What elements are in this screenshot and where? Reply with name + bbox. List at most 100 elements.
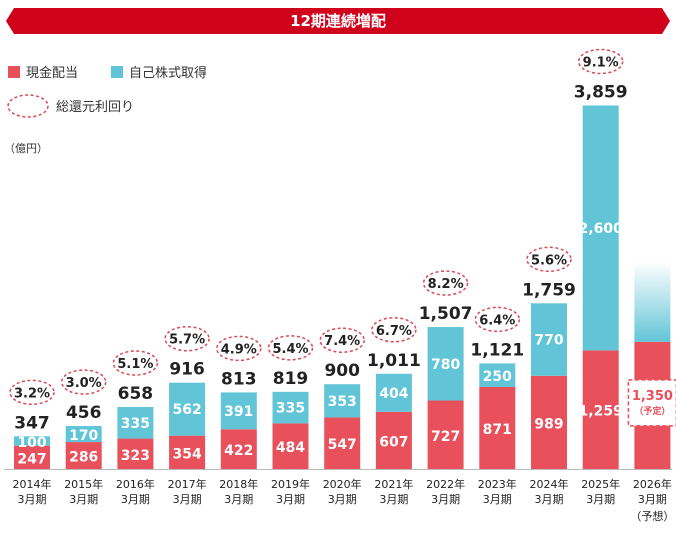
banner: 12期連続増配 — [6, 8, 670, 34]
label-total: 900 — [324, 361, 360, 381]
yield-ring — [577, 48, 624, 75]
yield-ring — [267, 335, 314, 361]
bar-buyback — [375, 373, 412, 412]
bar-buyback — [65, 426, 102, 443]
tick-label-period: 3月期 — [69, 493, 98, 506]
label-total: 1,759 — [522, 280, 576, 300]
bar-cash — [65, 442, 102, 469]
tick-label-year: 2014年 — [13, 477, 52, 491]
legend: 現金配当 自己株式取得 総還元利回り — [7, 65, 207, 118]
label-yield: 5.7% — [169, 333, 205, 348]
bar-cash — [220, 429, 257, 469]
bar-cash — [479, 386, 516, 469]
label-yield: 5.1% — [117, 357, 153, 372]
label-buyback: 404 — [379, 386, 408, 402]
bar-cash — [117, 438, 154, 469]
tick-label-period: 3月期 — [276, 493, 305, 506]
label-buyback: 335 — [121, 416, 150, 432]
tick-label-period: 3月期 — [224, 493, 253, 506]
tick-label-period: 3月期 — [328, 493, 357, 506]
bar-buyback — [220, 392, 257, 430]
tick-label-period: 3月期 — [121, 493, 150, 506]
label-cash: 286 — [69, 450, 98, 466]
label-cash: 354 — [172, 446, 201, 462]
label-buyback: 100 — [17, 435, 46, 451]
forecast-box — [627, 379, 676, 427]
label-cash: 989 — [534, 416, 563, 432]
bar-cash — [375, 411, 412, 469]
label-total: 1,121 — [470, 340, 524, 360]
label-buyback: 562 — [172, 402, 201, 418]
label-total: 1,011 — [367, 351, 421, 371]
tick-label-year: 2025年 — [581, 477, 620, 491]
bar-buyback — [272, 391, 309, 424]
label-total: 658 — [118, 384, 154, 404]
bar-buyback — [14, 436, 50, 446]
tick-label-period: 3月期 — [379, 493, 408, 506]
bar-buyback — [582, 105, 619, 351]
banner-title: 12期連続増配 — [290, 12, 386, 30]
label-yield: 8.2% — [428, 277, 464, 292]
label-buyback: 353 — [328, 394, 357, 410]
yield-ring — [164, 325, 210, 352]
yield-ring — [526, 246, 572, 273]
bar-forecast-gradient — [634, 261, 671, 342]
label-yield: 3.0% — [66, 376, 102, 391]
bar-cash — [324, 417, 361, 469]
label-cash: 484 — [276, 440, 305, 456]
label-cash: 323 — [121, 448, 150, 464]
label-buyback: 770 — [534, 333, 563, 349]
label-buyback: 170 — [69, 428, 98, 444]
label-yield: 5.4% — [272, 342, 308, 357]
bar-cash — [427, 400, 464, 469]
label-cash: 607 — [379, 434, 408, 450]
label-cash: 422 — [224, 443, 253, 459]
legend-swatch-buyback — [111, 66, 123, 78]
bar-cash — [531, 375, 567, 469]
tick-label-year: 2022年 — [426, 477, 465, 491]
bar-buyback — [479, 363, 516, 387]
bar-buyback — [117, 407, 154, 439]
tick-label-year: 2023年 — [478, 477, 517, 491]
tick-label-year: 2015年 — [64, 477, 103, 491]
label-total: 813 — [221, 369, 257, 389]
label-forecast-note: （予定） — [634, 405, 670, 417]
label-yield: 7.4% — [324, 334, 360, 349]
label-cash: 247 — [17, 451, 46, 467]
label-total: 916 — [169, 360, 205, 380]
label-buyback: 335 — [276, 401, 305, 417]
yield-ring — [474, 306, 521, 333]
yield-ring — [422, 270, 469, 296]
legend-label-yield: 総還元利回り — [56, 100, 134, 115]
label-yield: 5.6% — [531, 253, 567, 268]
label-total: 1,507 — [419, 304, 473, 324]
label-buyback: 391 — [224, 404, 253, 420]
tick-label-year: 2021年 — [374, 477, 413, 491]
legend-ring-yield — [7, 94, 49, 118]
label-yield: 4.9% — [221, 342, 257, 357]
yield-ring — [319, 327, 365, 353]
yield-ring — [60, 369, 107, 395]
yield-ring — [216, 335, 262, 362]
bar-cash — [169, 435, 206, 469]
bar-cash — [272, 423, 309, 469]
label-yield: 3.2% — [14, 386, 50, 401]
tick-label-period: 3月期 — [18, 493, 47, 506]
label-total: 347 — [14, 413, 50, 433]
tick-label-year: 2020年 — [323, 477, 362, 491]
label-buyback: 250 — [483, 369, 512, 385]
legend-swatch-cash — [8, 66, 20, 78]
label-buyback: 2,600 — [579, 221, 624, 237]
label-cash: 871 — [483, 422, 512, 438]
label-cash: 547 — [328, 437, 357, 453]
tick-label-period: 3月期 — [173, 493, 202, 506]
tick-label-period: 3月期 — [431, 493, 460, 506]
label-yield: 6.4% — [479, 313, 515, 328]
unit-label: （億円） — [4, 142, 48, 155]
label-total: 456 — [66, 403, 102, 423]
yield-ring — [9, 379, 55, 406]
label-yield: 6.7% — [376, 324, 412, 339]
tick-label-year: 2016年 — [116, 477, 155, 491]
